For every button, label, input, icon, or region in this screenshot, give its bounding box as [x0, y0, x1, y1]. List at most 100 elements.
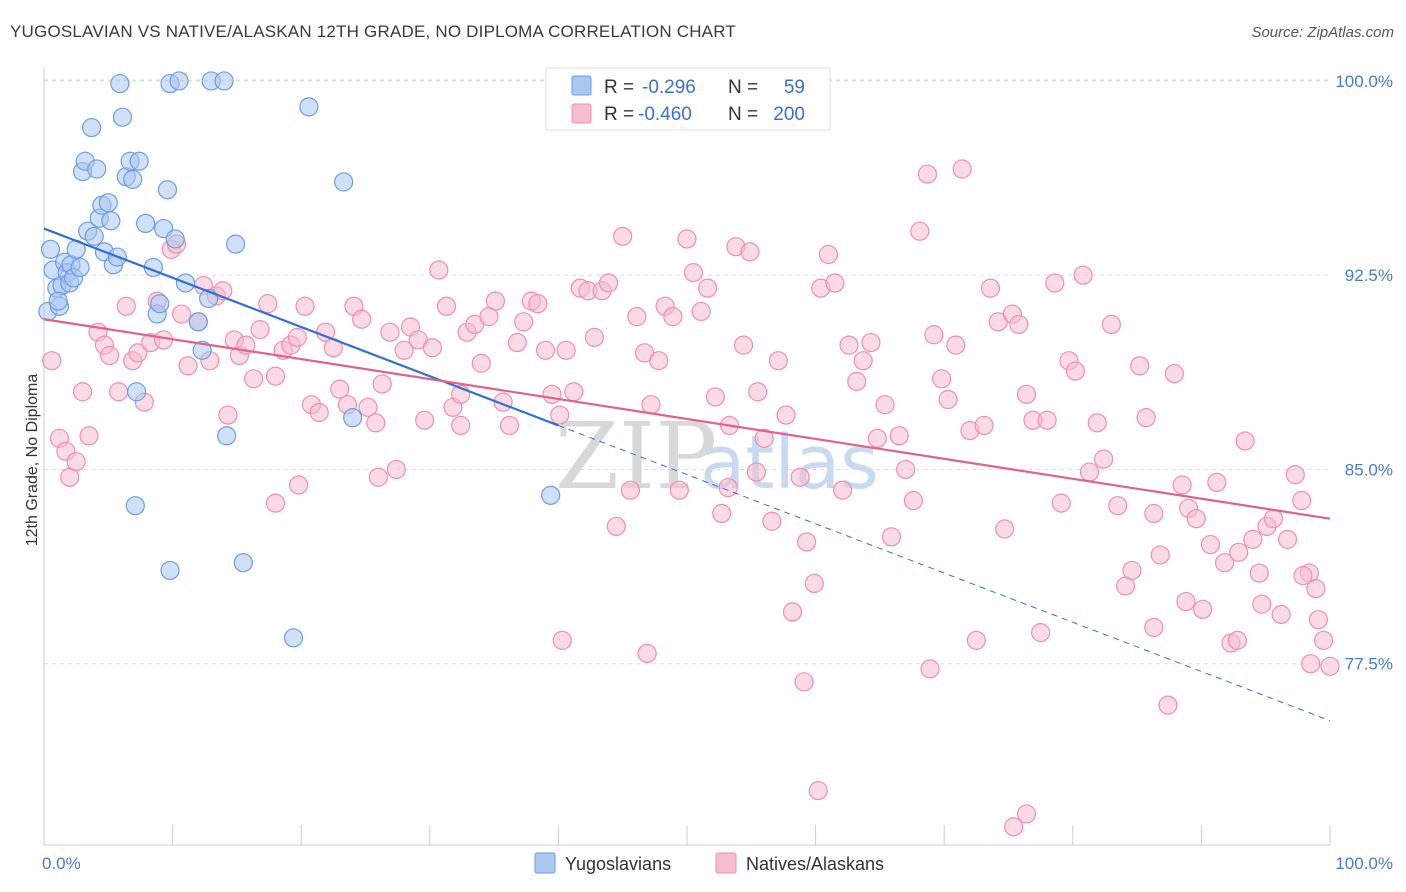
yugoslavian-point [188, 312, 208, 332]
native-point [1271, 604, 1291, 625]
native-point [768, 351, 788, 371]
native-point [358, 397, 378, 417]
native-point [1144, 617, 1164, 638]
native-point [691, 301, 711, 322]
native-point [1277, 529, 1298, 549]
native-point [79, 426, 99, 446]
native-point [782, 602, 803, 622]
x-tick-label-min: 0.0% [42, 854, 81, 873]
watermark: ZIP atlas [555, 403, 879, 510]
x-tick-label-max: 100.0% [1335, 854, 1393, 873]
native-point [637, 643, 657, 663]
y-axis-label: 12th Grade, No Diploma [24, 374, 41, 547]
native-point [108, 382, 129, 402]
native-point [153, 330, 174, 350]
native-point [808, 781, 828, 801]
native-point [861, 332, 881, 353]
native-point [128, 343, 148, 363]
native-point [1172, 475, 1192, 495]
native-point [924, 325, 944, 345]
yugoslavian-point [129, 151, 149, 171]
yugoslavian-point [125, 496, 145, 516]
yugoslavian-point [70, 257, 90, 278]
native-point [1164, 364, 1184, 384]
y-tick-label: 77.5% [1345, 655, 1393, 674]
native-point [613, 226, 633, 246]
native-point [853, 351, 873, 371]
y-tick-label: 100.0% [1335, 72, 1393, 91]
native-point [1094, 449, 1114, 469]
native-point [471, 353, 491, 373]
native-point [875, 395, 895, 415]
native-point [620, 480, 641, 500]
native-point [669, 480, 689, 500]
native-point [1087, 413, 1107, 433]
native-point [1229, 542, 1249, 562]
native-point [1263, 509, 1284, 529]
native-point [507, 332, 527, 353]
yugoslavian-point [87, 159, 107, 179]
native-point [1079, 462, 1100, 482]
native-point [920, 659, 940, 679]
native-point [552, 630, 572, 650]
native-point [889, 426, 909, 446]
yugoslavian-point [165, 229, 185, 249]
yugoslavian-point [283, 628, 304, 648]
native-point [550, 405, 570, 425]
source-label: Source: ZipAtlas.com [1251, 24, 1394, 41]
native-point [917, 164, 938, 184]
yugoslavian-point [48, 291, 68, 311]
legend-r-label-2: R = [604, 104, 634, 125]
native-point [754, 428, 774, 448]
native-point [265, 493, 286, 513]
native-point [422, 338, 442, 358]
native-point [1193, 599, 1213, 619]
legend-box: R = -0.296 N = 59 R = -0.460 N = 200 [545, 67, 831, 131]
bottom-legend-swatch-pink [715, 852, 737, 874]
native-point [542, 384, 562, 404]
native-point [258, 294, 278, 314]
native-point [1293, 566, 1313, 586]
native-point [705, 387, 725, 407]
native-point [372, 374, 392, 394]
native-point [974, 415, 994, 436]
native-point [1004, 817, 1024, 837]
yugoslavian-point [135, 213, 156, 233]
native-point [386, 459, 406, 480]
native-point [1207, 472, 1227, 492]
native-point [1214, 553, 1235, 573]
native-point [683, 263, 704, 283]
native-point [746, 462, 767, 482]
yugoslavian-point [169, 71, 189, 91]
legend-r-label-1: R = [604, 77, 634, 98]
native-point [910, 221, 930, 241]
native-point [528, 294, 548, 314]
yugoslavian-point [226, 234, 246, 254]
native-point [733, 335, 754, 355]
native-point [556, 340, 576, 360]
native-point [178, 356, 198, 376]
native-point [818, 244, 839, 265]
native-point [1235, 431, 1255, 451]
y-tick-label: 92.5% [1345, 266, 1393, 285]
native-point [330, 379, 350, 399]
native-point [535, 340, 556, 360]
bottom-legend-swatch-blue [534, 852, 556, 874]
yugoslavian-point [343, 408, 363, 428]
native-point [790, 467, 810, 487]
native-point [1313, 630, 1334, 650]
native-point [1122, 560, 1142, 581]
native-point [881, 527, 902, 547]
native-point [584, 327, 605, 347]
native-point [1292, 490, 1312, 511]
native-point [867, 428, 887, 448]
native-point [627, 307, 647, 327]
native-point [663, 307, 683, 327]
yugoslavian-point [81, 117, 102, 138]
native-point [295, 296, 315, 316]
native-point [352, 309, 372, 329]
legend-r-value-2: -0.460 [638, 104, 692, 125]
native-point [718, 477, 738, 498]
legend-swatch-pink [571, 103, 592, 124]
